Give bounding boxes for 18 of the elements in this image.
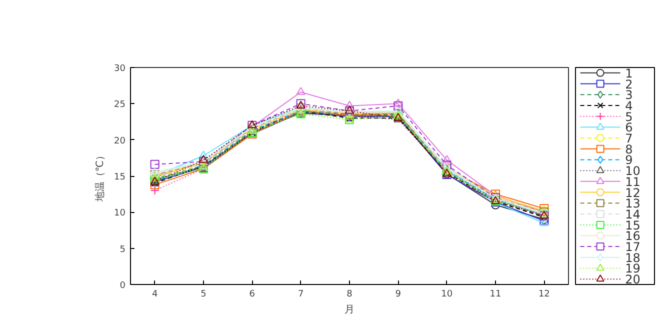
x-tick-label: 6 — [249, 290, 256, 300]
x-tick-label: 4 — [152, 290, 158, 300]
y-tick-label: 15 — [114, 172, 126, 182]
y-axis-title: 地温（℃） — [94, 150, 106, 203]
x-tick-label: 9 — [395, 290, 402, 300]
x-tick-label: 11 — [490, 290, 502, 300]
x-tick-label: 5 — [200, 290, 206, 300]
x-tick-label: 12 — [538, 290, 550, 300]
y-tick-label: 20 — [114, 136, 126, 146]
y-tick-label: 30 — [114, 64, 126, 74]
x-axis-title: 月 — [344, 304, 354, 316]
y-tick-label: 25 — [114, 100, 126, 110]
y-tick-label: 5 — [120, 244, 126, 255]
x-tick-label: 10 — [441, 290, 453, 300]
y-tick-label: 10 — [114, 208, 126, 219]
x-tick-label: 8 — [346, 290, 353, 300]
x-tick-label: 7 — [298, 290, 304, 300]
y-tick-label: 0 — [120, 281, 126, 291]
